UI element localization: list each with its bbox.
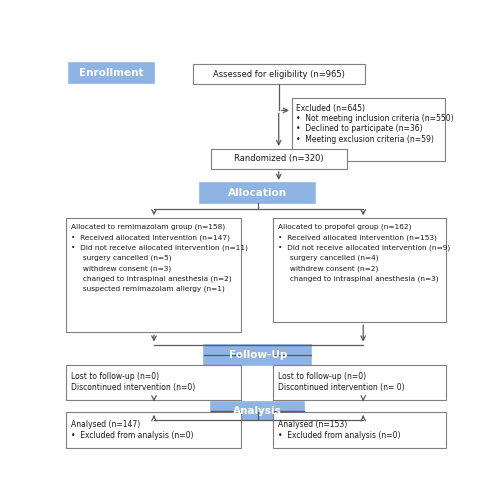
Text: changed to intraspinal anesthesia (n=2): changed to intraspinal anesthesia (n=2) — [71, 275, 232, 282]
Text: Analysed (n=147): Analysed (n=147) — [71, 420, 140, 429]
Bar — [200, 183, 315, 203]
Text: •  Excluded from analysis (n=0): • Excluded from analysis (n=0) — [71, 431, 194, 440]
Text: Allocated to remimazolam group (n=158): Allocated to remimazolam group (n=158) — [71, 224, 226, 230]
Text: •  Meeting exclusion criteria (n=59): • Meeting exclusion criteria (n=59) — [296, 135, 434, 144]
Text: •  Not meeting inclusion criteria (n=550): • Not meeting inclusion criteria (n=550) — [296, 114, 454, 123]
Text: withdrew consent (n=3): withdrew consent (n=3) — [71, 265, 172, 272]
Text: Analysis: Analysis — [234, 406, 282, 416]
Bar — [68, 63, 154, 83]
Text: withdrew consent (n=2): withdrew consent (n=2) — [278, 265, 378, 272]
Bar — [274, 364, 446, 400]
Text: surgery cancelled (n=4): surgery cancelled (n=4) — [278, 255, 378, 261]
Text: •  Received allocated intervention (n=153): • Received allocated intervention (n=153… — [278, 234, 437, 241]
Text: Excluded (n=645): Excluded (n=645) — [296, 104, 365, 112]
Bar — [274, 218, 446, 322]
Text: Allocated to propofol group (n=162): Allocated to propofol group (n=162) — [278, 224, 411, 230]
Text: Lost to follow-up (n=0): Lost to follow-up (n=0) — [71, 372, 159, 381]
Text: Lost to follow-up (n=0): Lost to follow-up (n=0) — [278, 372, 366, 381]
Text: suspected remimazolam allergy (n=1): suspected remimazolam allergy (n=1) — [71, 286, 225, 292]
Text: •  Declined to participate (n=36): • Declined to participate (n=36) — [296, 124, 422, 133]
Text: changed to intraspinal anesthesia (n=3): changed to intraspinal anesthesia (n=3) — [278, 275, 438, 282]
Text: surgery cancelled (n=5): surgery cancelled (n=5) — [71, 255, 172, 261]
Text: •  Excluded from analysis (n=0): • Excluded from analysis (n=0) — [278, 431, 400, 440]
Bar — [204, 345, 312, 364]
Text: Follow-Up: Follow-Up — [228, 349, 287, 360]
Bar — [66, 412, 241, 448]
Text: •  Did not receive allocated intervention (n=11): • Did not receive allocated intervention… — [71, 244, 248, 251]
Bar — [212, 402, 304, 420]
Text: Enrollment: Enrollment — [79, 68, 144, 78]
Bar — [292, 98, 446, 161]
Text: Discontinued intervention (n=0): Discontinued intervention (n=0) — [71, 383, 196, 392]
Text: •  Received allocated intervention (n=147): • Received allocated intervention (n=147… — [71, 234, 230, 241]
Text: Analysed (n=153): Analysed (n=153) — [278, 420, 347, 429]
Text: Discontinued intervention (n= 0): Discontinued intervention (n= 0) — [278, 383, 404, 392]
Bar — [66, 364, 241, 400]
Text: •  Did not receive allocated intervention (n=9): • Did not receive allocated intervention… — [278, 244, 450, 251]
Bar — [274, 412, 446, 448]
Bar — [66, 218, 241, 332]
Text: Assessed for eligibility (n=965): Assessed for eligibility (n=965) — [213, 70, 344, 79]
Bar — [212, 149, 347, 169]
Text: Allocation: Allocation — [228, 188, 288, 198]
Text: Randomized (n=320): Randomized (n=320) — [234, 154, 324, 164]
Bar — [192, 64, 365, 84]
